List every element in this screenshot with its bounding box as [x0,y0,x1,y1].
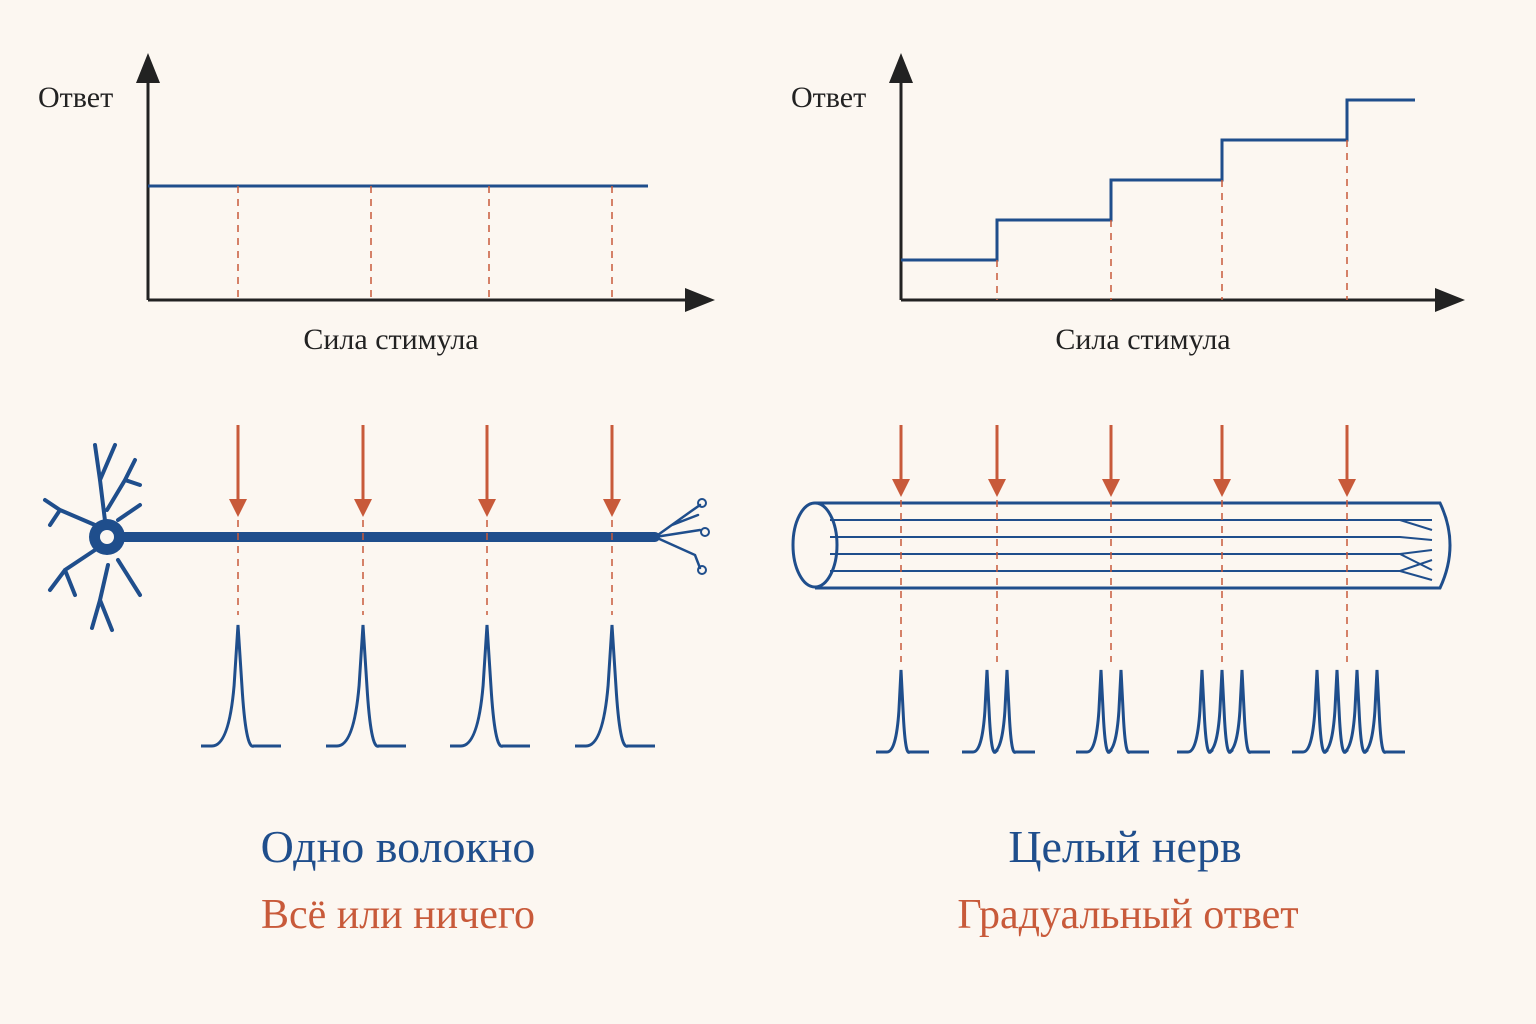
spike-trace [1076,669,1149,754]
spikes [201,624,1405,754]
spike-trace [575,624,655,748]
spike-trace [962,669,1035,754]
panel-subtitle: Градуальный ответ [957,892,1298,938]
spike-trace [1292,669,1405,754]
panel-title: Одно волокно [261,821,536,872]
step-line [901,98,1415,262]
spike-trace [450,624,530,748]
y-label: Ответ [791,81,866,114]
spike-trace [876,669,929,754]
right-graph: Ответ Сила стимула [791,53,1465,356]
panel-title: Целый нерв [1008,821,1241,872]
spike-trace [201,624,281,748]
x-label: Сила стимула [1055,323,1230,356]
stimuli [229,425,1356,662]
x-label: Сила стимула [303,323,478,356]
nerve [791,501,1452,590]
y-label: Ответ [38,81,113,114]
panel-subtitle: Всё или ничего [261,892,535,938]
spike-trace [1177,669,1270,754]
neuron [43,443,710,632]
left-graph: Ответ Сила стимула [38,53,715,356]
spike-trace [326,624,406,748]
